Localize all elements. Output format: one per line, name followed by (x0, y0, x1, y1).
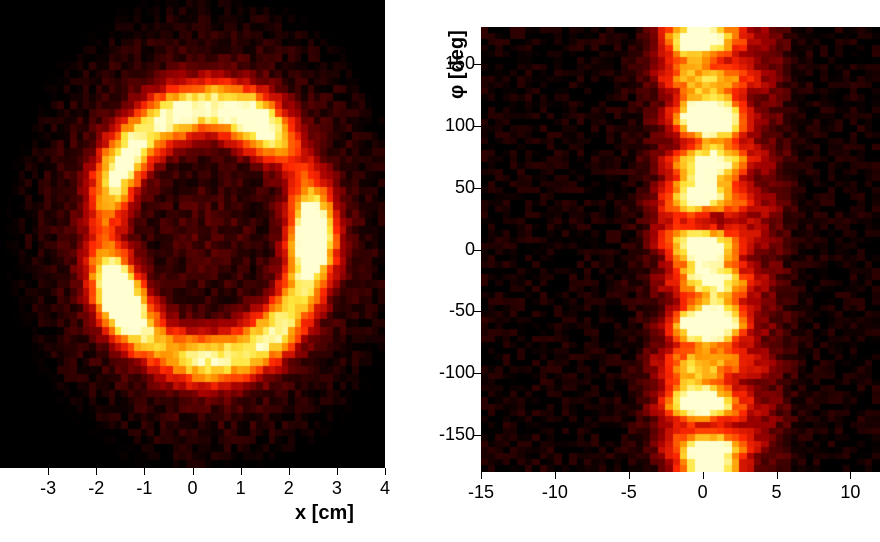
left-xtick-mark (337, 468, 338, 475)
right-ytick-mark (474, 126, 481, 127)
left-xtick: 1 (226, 478, 256, 499)
left-heatmap (0, 0, 385, 468)
left-panel: -3-2-101234 x [cm] (0, 0, 385, 468)
right-xtick-mark (629, 472, 630, 479)
left-xtick-mark (241, 468, 242, 475)
right-ytick-mark (474, 188, 481, 189)
right-ytick: 50 (431, 177, 475, 198)
right-xtick-mark (777, 472, 778, 479)
right-xtick-mark (703, 472, 704, 479)
left-xtick: 4 (370, 478, 400, 499)
left-xtick-mark (96, 468, 97, 475)
right-ytick: -100 (431, 362, 475, 383)
right-ytick: 0 (431, 239, 475, 260)
right-xtick: -10 (537, 482, 573, 503)
left-xtick: 0 (178, 478, 208, 499)
right-xtick: 0 (685, 482, 721, 503)
right-xtick-mark (555, 472, 556, 479)
right-xtick: 5 (759, 482, 795, 503)
left-x-label: x [cm] (295, 502, 354, 525)
right-ytick-mark (474, 250, 481, 251)
left-xtick-mark (193, 468, 194, 475)
left-xtick-mark (48, 468, 49, 475)
right-ytick: -150 (431, 424, 475, 445)
right-xtick: -5 (611, 482, 647, 503)
left-xtick: -2 (81, 478, 111, 499)
right-ytick-mark (474, 64, 481, 65)
left-xtick: -3 (33, 478, 63, 499)
right-xtick: 10 (832, 482, 868, 503)
left-xtick-mark (144, 468, 145, 475)
right-xtick-mark (850, 472, 851, 479)
right-y-label: φ [deg] (446, 30, 469, 99)
right-xtick: -15 (463, 482, 499, 503)
left-xtick: 2 (274, 478, 304, 499)
left-xtick: -1 (129, 478, 159, 499)
right-xtick-mark (481, 472, 482, 479)
right-ytick-mark (474, 311, 481, 312)
left-xtick-mark (385, 468, 386, 475)
right-ytick-mark (474, 373, 481, 374)
right-ytick: -50 (431, 300, 475, 321)
right-heatmap (481, 27, 880, 472)
left-xtick: 3 (322, 478, 352, 499)
right-ytick-mark (474, 435, 481, 436)
left-xtick-mark (289, 468, 290, 475)
right-ytick: 100 (431, 115, 475, 136)
right-panel: -15-10-50510 -150-100-50050100150 φ [deg… (481, 27, 880, 472)
